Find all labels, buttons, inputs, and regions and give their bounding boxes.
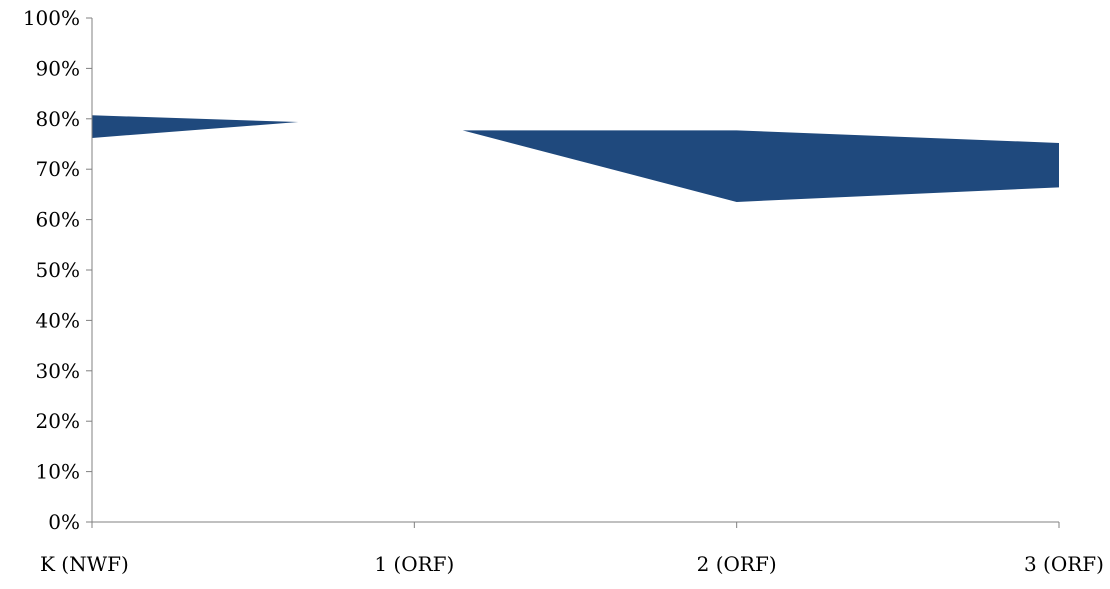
band-segment-1-to-3 xyxy=(462,130,1059,202)
band-segment-k-to-1 xyxy=(92,115,299,138)
axis-layer xyxy=(86,17,1060,528)
x-tick-label: K (NWF) xyxy=(40,552,129,576)
y-tick-label: 0% xyxy=(48,510,80,534)
y-tick-label: 20% xyxy=(36,409,80,433)
x-tick-label: 1 (ORF) xyxy=(374,552,454,576)
y-tick-label: 90% xyxy=(36,56,80,80)
y-tick-label: 10% xyxy=(36,460,80,484)
y-tick-label: 70% xyxy=(36,157,80,181)
y-tick-layer: 0% 10% 20% 30% 40% 50% 60% 70% 80% 90% 100% xyxy=(23,6,80,534)
y-tick-label: 30% xyxy=(36,359,80,383)
y-tick-label: 100% xyxy=(23,6,80,30)
y-tick-label: 80% xyxy=(36,107,80,131)
y-tick-label: 40% xyxy=(36,308,80,332)
x-tick-label: 2 (ORF) xyxy=(697,552,777,576)
x-tick-layer: K (NWF) 1 (ORF) 2 (ORF) 3 (ORF) xyxy=(40,552,1104,576)
x-tick-label: 3 (ORF) xyxy=(1024,552,1104,576)
band-layer xyxy=(92,115,1059,202)
y-tick-label: 60% xyxy=(36,208,80,232)
y-tick-label: 50% xyxy=(36,258,80,282)
